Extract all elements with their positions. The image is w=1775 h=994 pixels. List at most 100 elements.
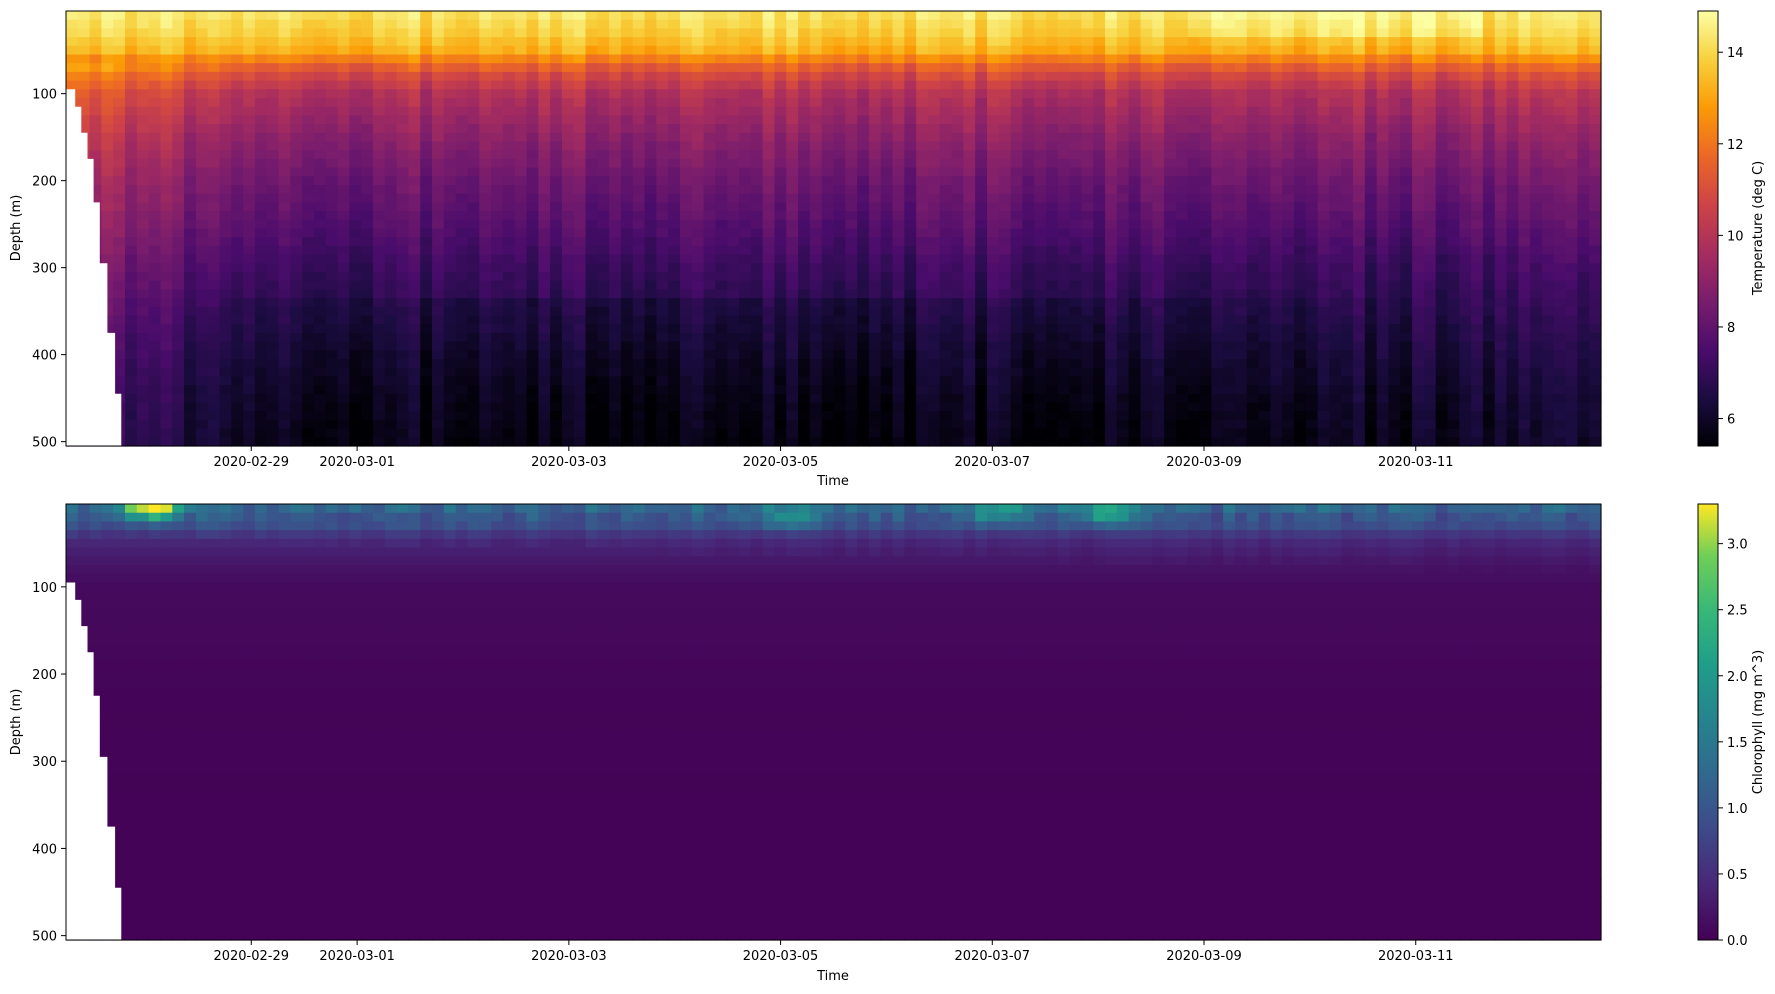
heatmap-cell [361,298,374,308]
heatmap-cell [845,411,858,421]
heatmap-cell [1223,332,1236,343]
heatmap-cell [420,376,433,386]
heatmap-cell [538,71,551,82]
heatmap-cell [1187,19,1201,29]
heatmap-cell [644,376,657,386]
heatmap-cell [1081,263,1094,273]
heatmap-cell [845,324,858,334]
heatmap-cell [432,332,445,343]
heatmap-cell [302,272,315,282]
heatmap-cell [195,106,209,116]
heatmap-cell [125,298,138,308]
heatmap-cell [1128,150,1142,160]
heatmap-cell [1069,385,1083,395]
heatmap-cell [1128,280,1142,290]
heatmap-cell [975,280,988,290]
heatmap-cell [443,80,457,90]
heatmap-cell [833,115,846,125]
heatmap-cell [337,402,350,412]
heatmap-cell [325,359,339,369]
heatmap-cell [715,419,728,430]
heatmap-cell [1199,141,1212,151]
heatmap-cell [1081,115,1094,125]
heatmap-cell [939,132,953,143]
heatmap-cell [1140,158,1153,169]
heatmap-cell [821,411,835,421]
heatmap-cell [1116,419,1130,430]
heatmap-cell [916,158,929,169]
heatmap-cell [1223,80,1236,90]
heatmap-cell [89,176,103,186]
heatmap-cell [703,219,717,230]
heatmap-cell [904,428,917,438]
heatmap-cell [349,132,362,143]
heatmap-cell [172,332,185,343]
heatmap-cell [526,80,539,90]
heatmap-cell [254,341,268,351]
heatmap-cell [975,298,988,308]
heatmap-cell [207,37,221,47]
heatmap-cell [892,193,905,203]
heatmap-cell [160,63,173,73]
heatmap-cell [455,315,469,325]
heatmap-cell [195,37,209,47]
heatmap-cell [774,367,787,377]
heatmap-cell [538,419,551,430]
heatmap-cell [349,402,362,412]
heatmap-cell [833,341,846,351]
heatmap-cell [302,359,315,369]
heatmap-cell [857,202,870,212]
heatmap-cell [597,263,610,273]
heatmap-cell [479,132,492,143]
heatmap-cell [987,272,1000,282]
heatmap-cell [455,106,469,116]
heatmap-cell [491,167,504,177]
heatmap-cell [821,124,835,134]
heatmap-cell [1187,11,1201,21]
heatmap-cell [691,437,705,447]
heatmap-cell [467,54,480,64]
heatmap-cell [798,141,811,151]
heatmap-cell [1128,245,1142,256]
heatmap-cell [538,45,551,56]
heatmap-cell [148,263,162,273]
heatmap-cell [1152,132,1165,143]
heatmap-cell [1164,228,1177,238]
heatmap-cell [786,211,799,221]
heatmap-cell [1223,419,1236,430]
heatmap-cell [609,98,622,108]
heatmap-cell [597,167,610,177]
heatmap-cell [798,158,811,169]
heatmap-cell [774,315,787,325]
heatmap-cell [538,202,551,212]
heatmap-cell [361,402,374,412]
heatmap-cell [573,385,587,395]
heatmap-cell [1223,37,1236,47]
heatmap-cell [266,245,280,256]
heatmap-cell [987,228,1000,238]
heatmap-cell [727,176,740,186]
heatmap-cell [1211,193,1224,203]
heatmap-cell [1223,124,1236,134]
heatmap-cell [243,141,256,151]
heatmap-cell [632,211,646,221]
heatmap-cell [762,63,776,73]
heatmap-cell [632,202,646,212]
heatmap-cell [254,158,268,169]
heatmap-cell [857,63,870,73]
heatmap-cell [125,228,138,238]
heatmap-cell [1057,89,1071,99]
heatmap-cell [1140,228,1153,238]
heatmap-cell [620,193,634,203]
heatmap-cell [243,28,256,38]
heatmap-cell [857,341,870,351]
heatmap-cell [325,89,339,99]
heatmap-cell [951,237,964,247]
heatmap-cell [1211,28,1224,38]
heatmap-cell [455,185,469,195]
heatmap-cell [77,63,91,73]
heatmap-cell [833,185,846,195]
heatmap-cell [916,280,929,290]
heatmap-cell [432,402,445,412]
heatmap-cell [703,115,717,125]
